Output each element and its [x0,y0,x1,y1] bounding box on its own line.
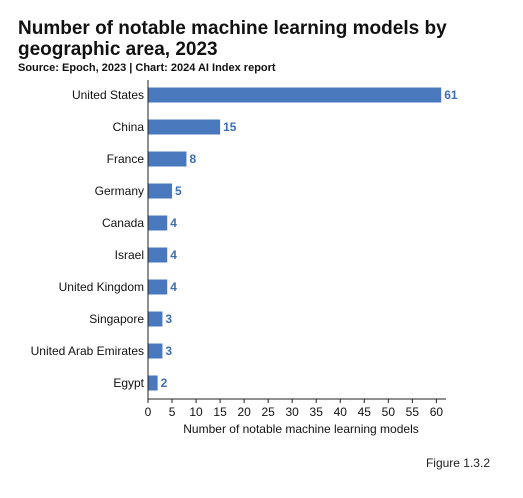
x-axis-title: Number of notable machine learning model… [183,422,418,436]
value-label-united-kingdom: 4 [170,280,177,294]
value-label-united-arab-emirates: 3 [165,344,172,358]
x-axis: 0 5 10 15 20 25 30 35 40 45 50 55 60 [145,80,446,419]
bar-china [148,119,221,135]
category-label-china: China [113,120,145,134]
x-tick-label: 45 [358,405,372,419]
value-label-france: 8 [189,152,196,166]
value-label-egypt: 2 [161,376,168,390]
x-tick-label: 15 [213,405,227,419]
bar-france [148,151,187,167]
x-tick-label: 50 [382,405,396,419]
category-label-france: France [107,152,145,166]
bar-united-kingdom [148,279,168,295]
value-label-singapore: 3 [165,312,172,326]
bar-israel [148,247,168,263]
value-label-canada: 4 [170,216,177,230]
category-label-united-kingdom: United Kingdom [59,280,144,294]
x-tick-label: 0 [145,405,152,419]
value-label-germany: 5 [175,184,182,198]
category-label-united-arab-emirates: United Arab Emirates [31,344,144,358]
x-tick-label: 60 [430,405,444,419]
value-label-israel: 4 [170,248,177,262]
x-tick-label: 25 [261,405,275,419]
value-label-united-states: 61 [444,88,458,102]
category-label-canada: Canada [102,216,144,230]
figure-label: Figure 1.3.2 [425,456,490,470]
category-label-israel: Israel [115,248,144,262]
x-tick-label: 20 [237,405,251,419]
x-tick-label: 30 [286,405,300,419]
bar-canada [148,215,168,231]
bar-germany [148,183,173,199]
x-tick-label: 40 [334,405,348,419]
category-label-singapore: Singapore [89,312,144,326]
x-tick-label: 5 [169,405,176,419]
chart-title: Number of notable machine learning model… [18,18,447,60]
bar-singapore [148,311,163,327]
bar-united-states [148,87,442,103]
value-label-china: 15 [223,120,237,134]
chart-source: Source: Epoch, 2023 | Chart: 2024 AI Ind… [18,62,276,74]
x-tick-label: 10 [189,405,203,419]
bar-egypt [148,375,158,391]
bar-united-arab-emirates [148,343,163,359]
x-tick-label: 35 [310,405,324,419]
category-label-egypt: Egypt [113,376,144,390]
category-label-united-states: United States [72,88,144,102]
category-label-germany: Germany [95,184,144,198]
bars-layer: United States 61 China 15 France 8 Germany 5 Can… [31,87,458,391]
x-tick-label: 55 [406,405,420,419]
bar-chart: United States 61 China 15 France 8 Germany 5 Can… [31,80,458,436]
